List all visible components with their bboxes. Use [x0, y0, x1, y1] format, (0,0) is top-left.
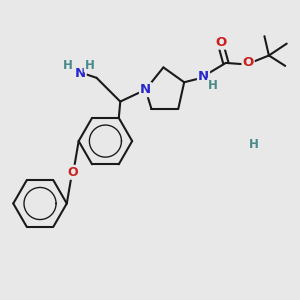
Text: N: N	[140, 83, 151, 96]
Text: O: O	[216, 36, 227, 49]
Text: H: H	[63, 58, 73, 71]
Text: O: O	[242, 56, 254, 69]
Text: N: N	[75, 67, 86, 80]
Text: N: N	[198, 70, 209, 83]
Text: H: H	[85, 58, 94, 71]
Text: H: H	[208, 79, 218, 92]
Text: O: O	[68, 166, 78, 179]
Text: H: H	[249, 138, 259, 151]
